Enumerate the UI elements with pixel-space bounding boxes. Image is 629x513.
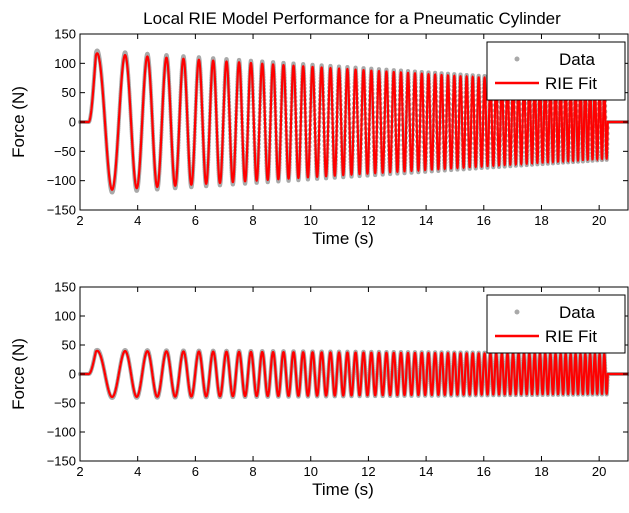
- rie-fit-series-line: [80, 52, 628, 191]
- y-tick-label: −50: [54, 396, 76, 411]
- x-tick-label: 18: [534, 464, 548, 479]
- top-legend-data-label: Data: [559, 50, 595, 69]
- top-legend-fit-label: RIE Fit: [545, 74, 597, 93]
- x-tick-label: 20: [592, 213, 606, 228]
- x-tick-label: 10: [304, 213, 318, 228]
- x-tick-label: 8: [249, 213, 256, 228]
- top-series-group: [78, 48, 629, 195]
- x-tick-label: 16: [477, 213, 491, 228]
- bottom-series-group: [78, 347, 629, 400]
- y-tick-label: −100: [47, 425, 76, 440]
- x-tick-label: 4: [134, 464, 141, 479]
- bottom-legend-data-label: Data: [559, 303, 595, 322]
- x-tick-label: 4: [134, 213, 141, 228]
- x-tick-label: 20: [592, 464, 606, 479]
- y-tick-label: 0: [69, 115, 76, 130]
- x-tick-label: 14: [419, 213, 433, 228]
- top-x-axis-label: Time (s): [312, 229, 374, 248]
- bottom-tick-labels: 2 4 6 8 10 12 14 16 18 20 150 100 50 0 −50 −100 −150: [47, 280, 607, 480]
- y-tick-label: 100: [54, 309, 76, 324]
- top-legend-data-marker: [514, 56, 520, 62]
- bottom-legend-box: [486, 294, 626, 354]
- y-tick-label: 50: [62, 338, 76, 353]
- x-tick-label: 6: [192, 464, 199, 479]
- bottom-y-axis-label: Force (N): [9, 338, 28, 410]
- bottom-axes: 2 4 6 8 10 12 14 16 18 20 150 100 50 0 −50 −100 −150 Tim…: [9, 280, 629, 499]
- bottom-axes-frame: [79, 286, 629, 462]
- y-tick-label: −50: [54, 144, 76, 159]
- y-tick-label: 100: [54, 56, 76, 71]
- y-tick-label: 50: [62, 85, 76, 100]
- bottom-x-axis-label: Time (s): [312, 480, 374, 499]
- x-tick-label: 16: [477, 464, 491, 479]
- top-axes: 2 4 6 8 10 12 14 16 18 20 150 100 50 0 −50 −100 −150 Tim…: [9, 27, 629, 248]
- bottom-legend: Data RIE Fit: [486, 294, 626, 354]
- bottom-legend-data-marker: [514, 309, 520, 315]
- x-tick-label: 14: [419, 464, 433, 479]
- x-tick-label: 8: [249, 464, 256, 479]
- x-tick-label: 2: [76, 464, 83, 479]
- y-tick-label: −150: [47, 203, 76, 218]
- chart-title: Local RIE Model Performance for a Pneuma…: [143, 9, 561, 28]
- top-axes-frame: [79, 33, 629, 211]
- x-tick-label: 12: [361, 213, 375, 228]
- x-tick-label: 2: [76, 213, 83, 228]
- x-tick-label: 18: [534, 213, 548, 228]
- y-tick-label: 150: [54, 27, 76, 42]
- x-tick-label: 6: [192, 213, 199, 228]
- y-tick-label: 0: [69, 367, 76, 382]
- top-y-axis-label: Force (N): [9, 86, 28, 158]
- x-tick-label: 10: [304, 464, 318, 479]
- top-legend: Data RIE Fit: [486, 41, 626, 101]
- y-tick-label: −150: [47, 454, 76, 469]
- y-tick-label: 150: [54, 280, 76, 295]
- y-tick-label: −100: [47, 173, 76, 188]
- bottom-legend-fit-label: RIE Fit: [545, 327, 597, 346]
- rie-fit-series-line: [80, 349, 628, 399]
- x-tick-label: 12: [361, 464, 375, 479]
- top-legend-box: [486, 41, 626, 101]
- top-tick-labels: 2 4 6 8 10 12 14 16 18 20 150 100 50 0 −50 −100 −150: [47, 27, 607, 229]
